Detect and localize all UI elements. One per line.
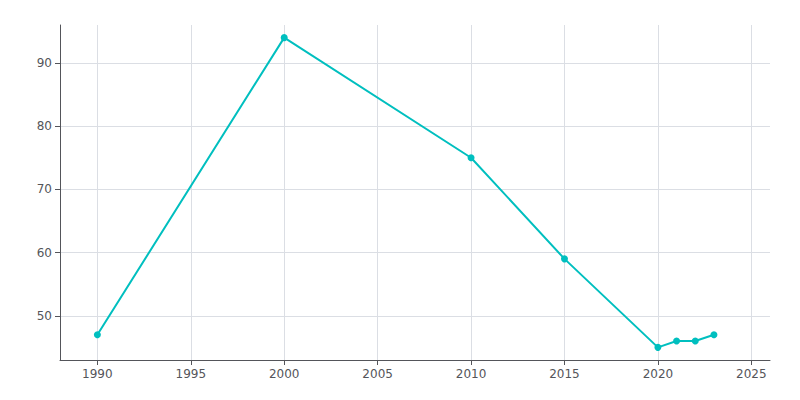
svg-text:2005: 2005 <box>362 367 393 381</box>
svg-text:60: 60 <box>37 246 52 260</box>
svg-text:80: 80 <box>37 119 52 133</box>
svg-text:2025: 2025 <box>736 367 767 381</box>
svg-text:2020: 2020 <box>643 367 674 381</box>
svg-text:50: 50 <box>37 309 52 323</box>
svg-text:2010: 2010 <box>456 367 487 381</box>
svg-text:2000: 2000 <box>269 367 300 381</box>
svg-text:1990: 1990 <box>82 367 113 381</box>
svg-text:90: 90 <box>37 56 52 70</box>
svg-text:2015: 2015 <box>549 367 580 381</box>
svg-text:70: 70 <box>37 182 52 196</box>
svg-text:1995: 1995 <box>176 367 207 381</box>
